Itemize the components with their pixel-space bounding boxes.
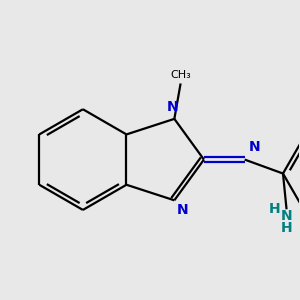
Text: CH₃: CH₃ (170, 70, 191, 80)
Text: N: N (167, 100, 179, 114)
Text: N: N (177, 203, 188, 217)
Text: H: H (281, 221, 292, 235)
Text: N: N (248, 140, 260, 154)
Text: N: N (281, 209, 292, 223)
Text: H: H (269, 202, 281, 216)
